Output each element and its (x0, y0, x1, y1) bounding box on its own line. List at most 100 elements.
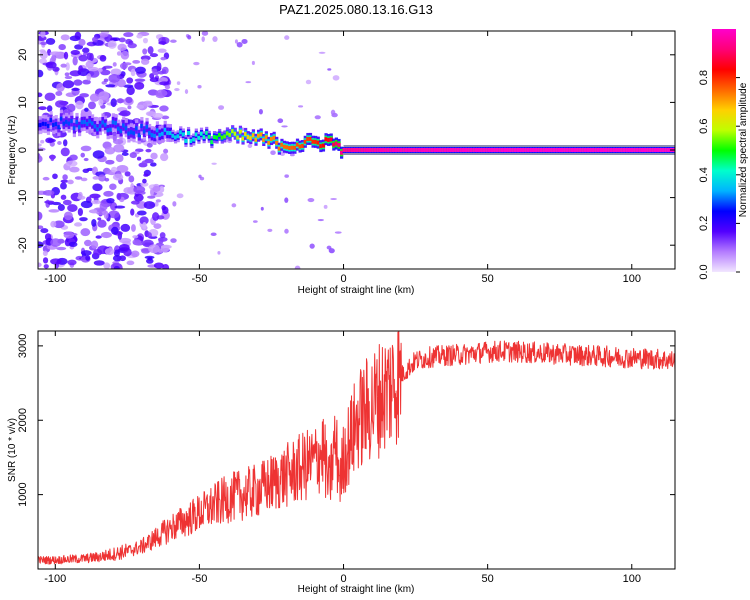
spectrogram-noise-blob (52, 66, 60, 72)
spectrogram-noise-blob (95, 235, 102, 239)
spectrogram-noise-blob (38, 155, 43, 163)
spectrogram-noise-blob (111, 226, 119, 235)
spectrogram-ridge-core (90, 121, 95, 126)
spectrogram-ridge-core (246, 135, 250, 140)
spectrogram-ridge-core (664, 148, 668, 152)
spectrogram-noise-blob (39, 50, 48, 60)
spectrogram-noise-blob (84, 239, 92, 247)
spectrogram-ridge-core (223, 134, 227, 139)
spectrogram-noise-blob (160, 153, 169, 162)
spectrogram-ridge-core (524, 148, 528, 152)
spectrogram-ridge-core (311, 139, 315, 144)
spectrogram-ridge-core (106, 128, 110, 133)
spectrogram-noise-blob (103, 190, 114, 197)
spectrogram-noise-blob (108, 73, 120, 83)
spectrogram-noise-blob (124, 171, 131, 177)
spectrogram-noise-blob (142, 221, 147, 230)
spectrogram-noise-blob (161, 115, 170, 120)
spectrogram-noise-blob (130, 183, 135, 192)
spectrogram-noise-blob (75, 100, 84, 110)
spectrogram-noise-blob (72, 56, 78, 66)
spectrogram-noise-blob (38, 143, 42, 147)
spectrogram-noise-blob (73, 222, 83, 227)
spectrogram-ridge-core (321, 143, 326, 148)
spectrogram-noise-blob (60, 182, 67, 190)
snr-x-tick-label: 100 (623, 573, 641, 585)
spectrogram-ridge-core (316, 140, 320, 145)
spectrogram-noise-blob (98, 174, 107, 182)
colorbar-tick-label: 0.0 (698, 264, 710, 279)
spectrogram-noise-blob (131, 224, 136, 232)
spectrogram-noise-blob (57, 141, 62, 145)
colorbar-tick-label: 0.8 (698, 70, 710, 85)
spectrogram-noise-blob (69, 166, 80, 173)
spectrogram-noise-blob (172, 201, 177, 207)
spectrogram-noise-blob (116, 98, 125, 104)
spectrogram-ridge-core (651, 148, 655, 152)
spectrogram-noise-blob (113, 144, 125, 153)
snr-y-axis-label: SNR (10 * v/v) (7, 418, 18, 482)
spectrogram-noise-blob (80, 145, 92, 152)
spectrogram-y-axis-label: Frequency (Hz) (7, 116, 18, 185)
spectrogram-ridge-core (373, 148, 377, 152)
spectrogram-ridge-core (280, 142, 284, 147)
spectrogram-noise-blob (43, 264, 49, 269)
spectrogram-ridge-core (114, 121, 118, 126)
spectrogram-ridge-core (251, 133, 256, 138)
spectrogram-y-tick-label: 10 (17, 96, 29, 108)
spectrogram-ridge-core (640, 148, 645, 152)
spectrogram-noise-blob (84, 107, 89, 112)
figure-title: PAZ1.2025.080.13.16.G13 (279, 2, 433, 17)
colorbar-tick-label: 0.2 (698, 216, 710, 231)
spectrogram-ridge-core (70, 119, 74, 124)
spectrogram-noise-blob (62, 80, 75, 89)
spectrogram-noise-blob (48, 209, 60, 213)
spectrogram-ridge-core (529, 148, 533, 152)
colorbar: 0.0 0.2 0.4 0.6 0.8 Normalized spectral ampl… (698, 29, 749, 280)
spectrogram-noise-blob (62, 174, 68, 181)
spectrogram-ridge-core (85, 121, 89, 126)
spectrogram-ridge-core (129, 130, 134, 135)
spectrogram-ridge-core (625, 148, 629, 152)
spectrogram-ridge-core (542, 148, 546, 152)
spectrogram-ridge-core (435, 148, 440, 152)
spectrogram-noise-blob (123, 84, 134, 88)
spectrogram-noise-blob (147, 46, 154, 55)
spectrogram-noise-blob (78, 65, 83, 73)
spectrogram-ridge-core (228, 132, 232, 137)
spectrogram-noise-blob (147, 257, 153, 261)
spectrogram-noise-blob (120, 50, 130, 60)
spectrogram-noise-blob (252, 220, 258, 223)
spectrogram-ridge-core (122, 123, 126, 128)
spectrogram-ridge-core (150, 133, 154, 138)
spectrogram-noise-blob (82, 79, 91, 85)
spectrogram-noise-blob (149, 53, 159, 58)
spectrogram-ridge-core (464, 148, 468, 152)
spectrogram-ridge-core (568, 148, 572, 152)
spectrogram-noise-blob (38, 106, 47, 111)
spectrogram-noise-blob (82, 168, 90, 173)
spectrogram-noise-blob (267, 228, 273, 233)
spectrogram-noise-blob (132, 59, 141, 64)
spectrogram-noise-blob (63, 211, 73, 221)
spectrogram-ridge-core (54, 122, 58, 127)
spectrogram-noise-blob (113, 249, 120, 257)
spectrogram-ridge-core (238, 129, 243, 134)
spectrogram-ridge-core (218, 132, 222, 137)
spectrogram-ridge-core (44, 122, 48, 127)
spectrogram-noise-blob (112, 255, 122, 262)
spectrogram-ridge-core (241, 136, 245, 141)
spectrogram-ridge-core (46, 123, 51, 128)
spectrogram-noise-blob (38, 69, 44, 78)
spectrogram-noise-blob (159, 81, 170, 86)
spectrogram-noise-blob (307, 197, 315, 203)
spectrogram-noise-blob (116, 79, 126, 88)
spectrogram-noise-blob (91, 219, 97, 227)
spectrogram-noise-blob (42, 189, 55, 196)
spectrogram-noise-blob (155, 89, 168, 97)
spectrogram-noise-blob (193, 61, 200, 66)
spectrogram-noise-blob (330, 109, 336, 116)
spectrogram-ridge-core (306, 136, 310, 141)
spectrogram-ridge-core (225, 131, 230, 136)
